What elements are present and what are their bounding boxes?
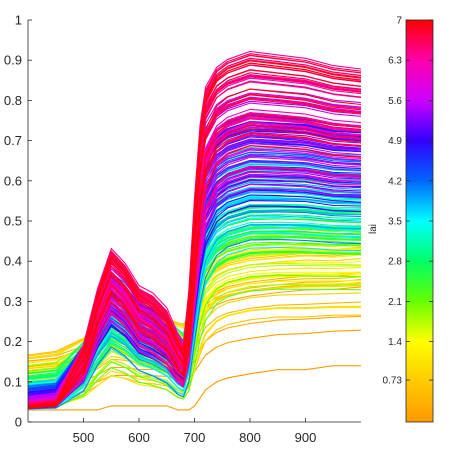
spectrum-line	[28, 183, 361, 409]
y-tick-label: 0.1	[4, 374, 22, 389]
y-tick-label: 0.9	[4, 53, 22, 68]
colorbar-label: lai	[368, 224, 379, 234]
main-axes: 0 0.1 0.2 0.3 0.4 0.5 0.6 0.7 0.8 0.9 1 500 600 700 80…	[4, 13, 361, 445]
spectrum-line	[28, 145, 361, 409]
spectrum-line	[28, 128, 361, 409]
colorbar-tick-label: 2.1	[388, 297, 402, 308]
y-tick-label: 0.5	[4, 214, 22, 229]
spectrum-line	[28, 233, 361, 408]
y-tick-label: 0.6	[4, 173, 22, 188]
colorbar: 0.73 1.4 2.1 2.8 3.5 4.2 4.9 5.6 6.3 7 lai	[368, 16, 434, 423]
x-tick-label: 700	[184, 430, 206, 445]
y-tick-label: 1	[15, 13, 22, 28]
colorbar-tick-label: 4.2	[388, 176, 402, 187]
spectra-curves	[28, 50, 361, 411]
spectrum-line	[28, 113, 361, 408]
y-tick-label: 0.2	[4, 334, 22, 349]
y-tick-label: 0.7	[4, 133, 22, 148]
spectrum-line	[28, 223, 361, 406]
x-tick-label: 900	[295, 430, 317, 445]
x-tick-label: 500	[73, 430, 95, 445]
colorbar-gradient	[405, 19, 434, 423]
colorbar-tick-label: 6.3	[388, 56, 402, 67]
colorbar-tick-label: 4.9	[388, 136, 402, 147]
spectrum-line	[28, 288, 361, 407]
x-tick-label: 800	[239, 430, 261, 445]
y-tick-label: 0.3	[4, 294, 22, 309]
y-tick-label: 0.8	[4, 93, 22, 108]
spectrum-line	[28, 239, 361, 410]
colorbar-tick-label: 0.73	[383, 376, 403, 387]
spectrum-line	[28, 165, 361, 409]
y-tick-label: 0.4	[4, 254, 22, 269]
colorbar-tick-label: 5.6	[388, 96, 402, 107]
spectrum-line	[28, 365, 361, 411]
spectrum-line	[28, 60, 361, 407]
y-tick-label: 0	[15, 415, 22, 430]
colorbar-tick-label: 1.4	[388, 337, 402, 348]
colorbar-tick-label: 3.5	[388, 217, 402, 228]
colorbar-tick-label: 7	[396, 16, 402, 27]
spectrum-line	[28, 88, 361, 408]
x-tick-label: 600	[128, 430, 150, 445]
colorbar-tick-label: 2.8	[388, 257, 402, 268]
